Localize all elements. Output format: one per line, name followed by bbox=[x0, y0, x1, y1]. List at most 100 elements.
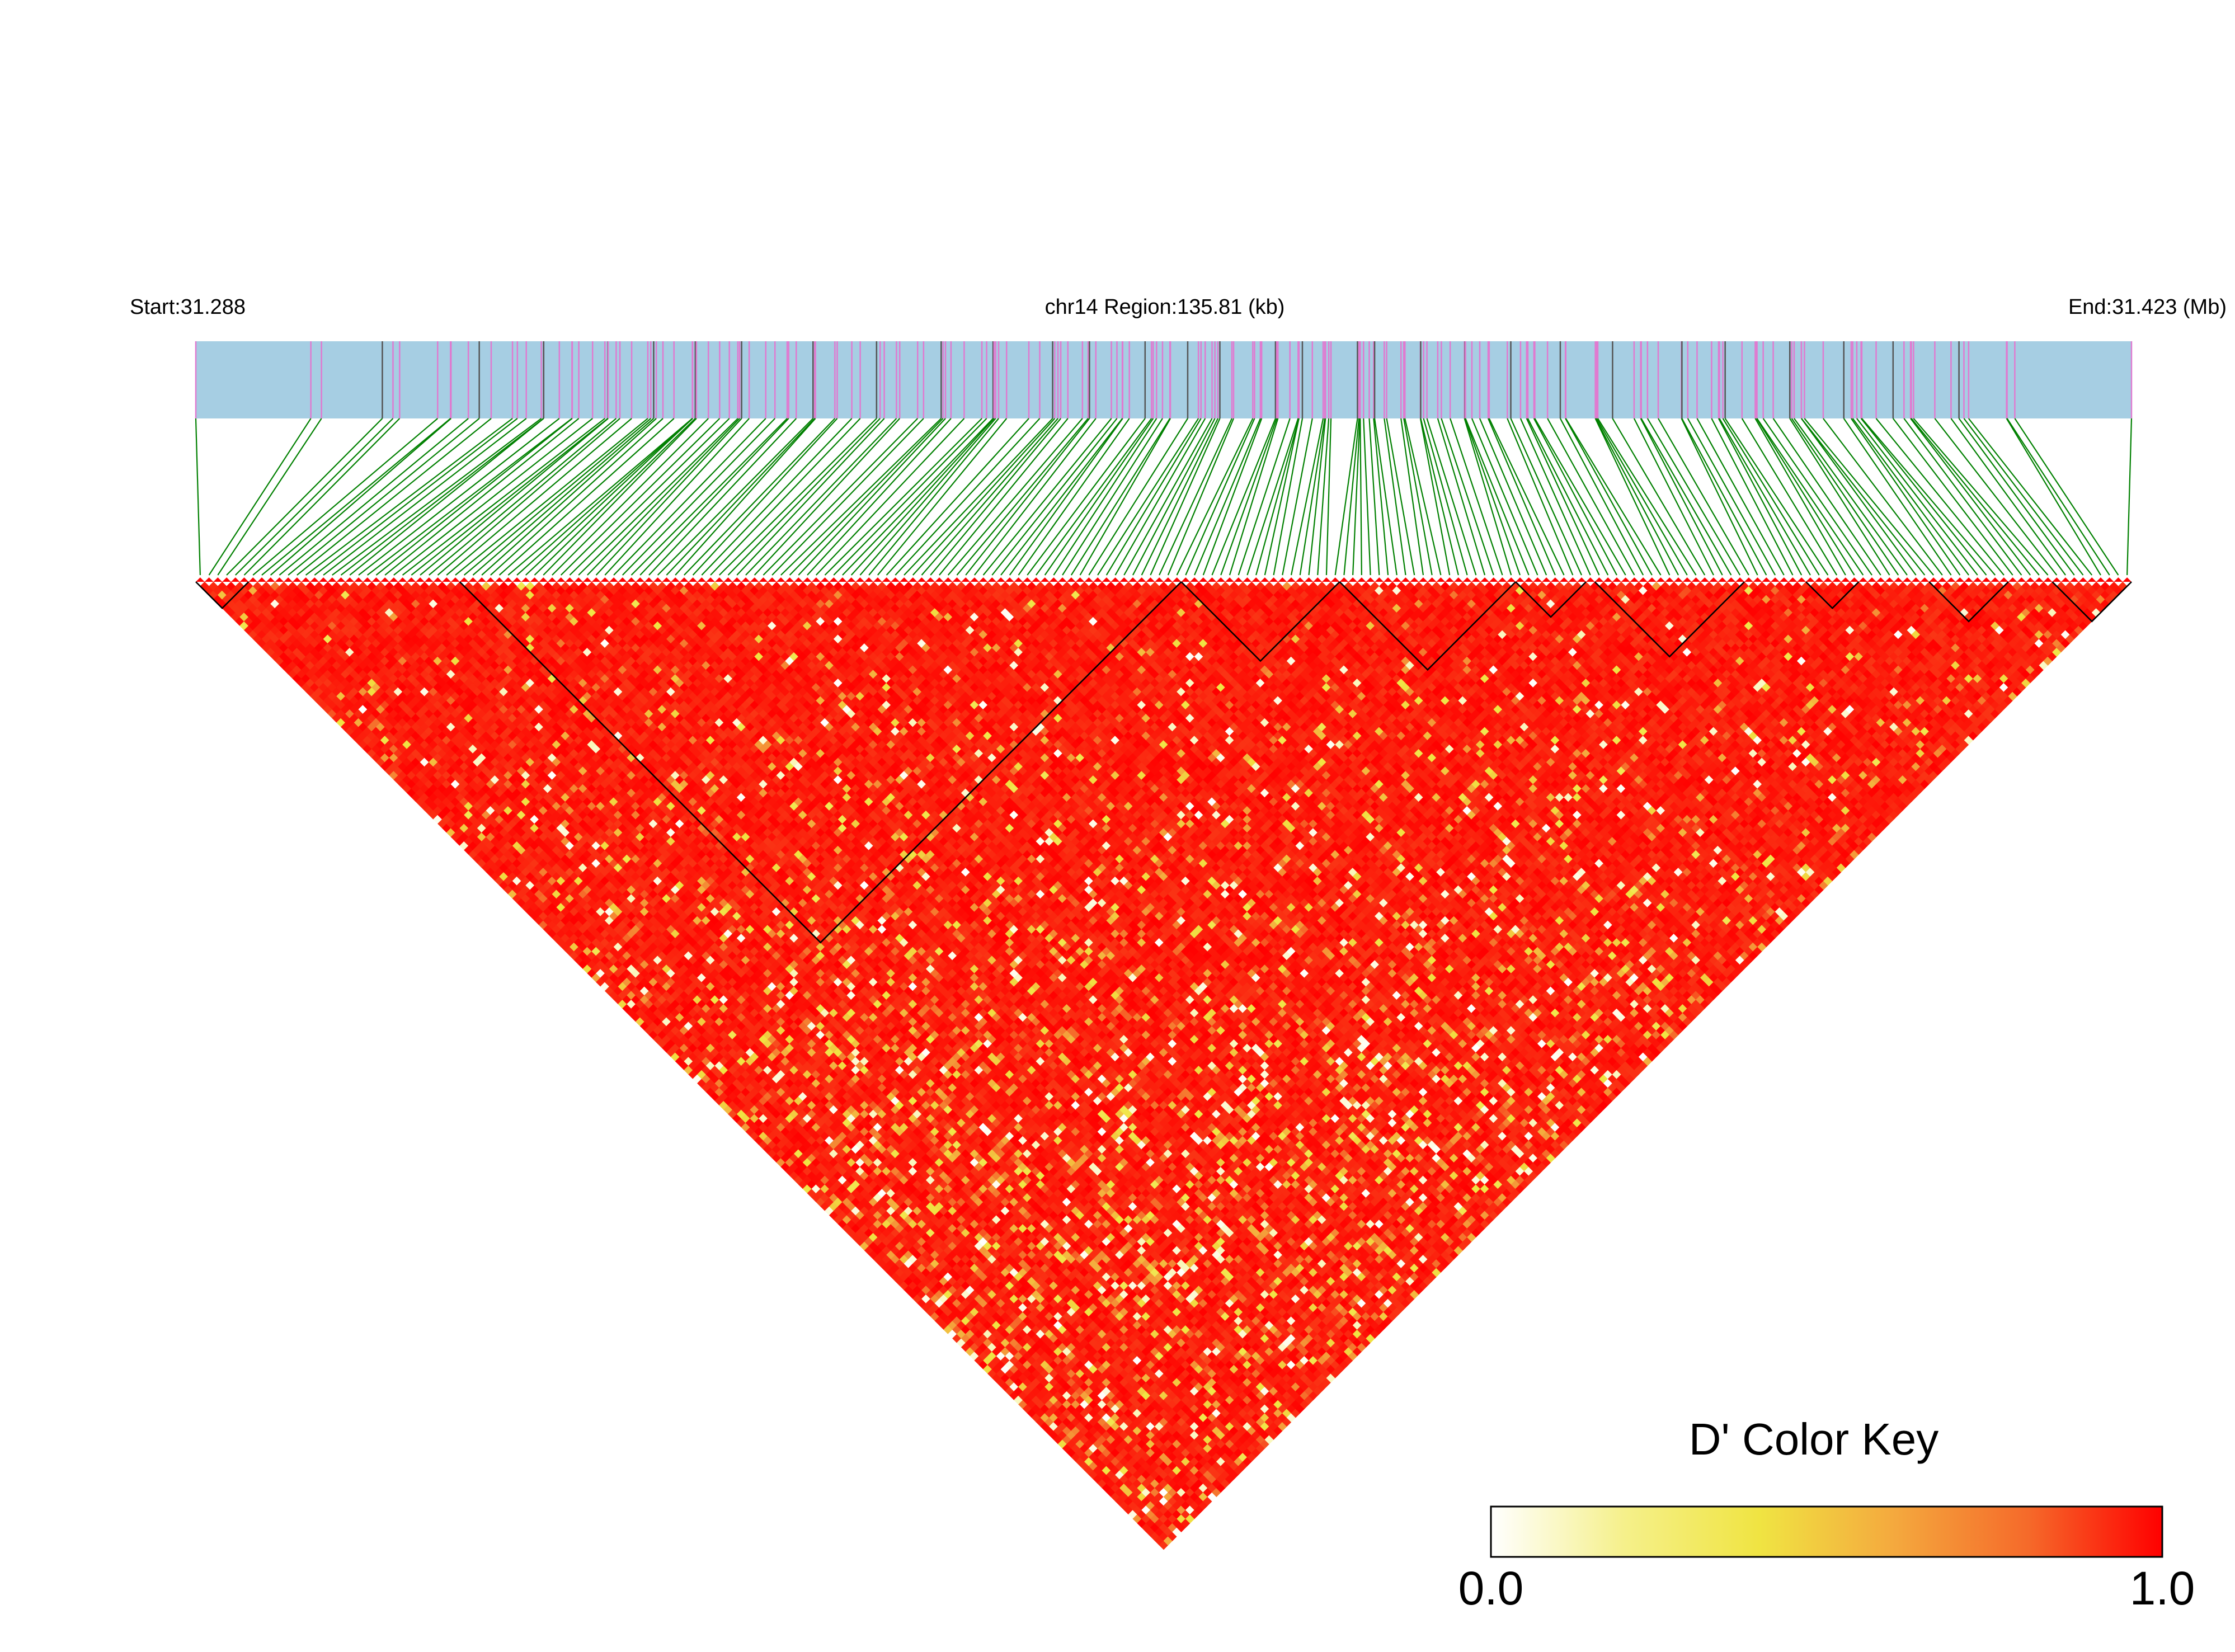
snp-connector bbox=[1963, 418, 2084, 576]
snp-connector bbox=[630, 418, 788, 576]
snp-connector bbox=[921, 418, 1058, 576]
snp-connector bbox=[490, 418, 664, 576]
snp-connector bbox=[1719, 418, 1811, 576]
snp-connector bbox=[1404, 418, 1442, 576]
snp-connector bbox=[789, 418, 944, 576]
snp-connector bbox=[1594, 418, 1671, 576]
snp-connector bbox=[1596, 418, 1688, 576]
snp-connector bbox=[525, 418, 693, 576]
snp-connector bbox=[481, 418, 657, 576]
snp-connector bbox=[1290, 418, 1324, 576]
snp-connector bbox=[1000, 418, 1123, 576]
snp-connector bbox=[1510, 418, 1583, 576]
snp-connector bbox=[692, 418, 838, 576]
snp-connector bbox=[763, 418, 919, 576]
snp-connector bbox=[578, 418, 738, 576]
snp-connector bbox=[1211, 418, 1276, 576]
snp-connector bbox=[842, 418, 994, 576]
snp-connector bbox=[859, 418, 996, 576]
snp-connector bbox=[1565, 418, 1662, 576]
snp-connector bbox=[1968, 418, 2093, 576]
snp-connector bbox=[850, 418, 995, 576]
snp-connector bbox=[1150, 418, 1221, 576]
snp-connector bbox=[1741, 418, 1838, 576]
snp-connector bbox=[1756, 418, 1864, 576]
snp-connector bbox=[956, 418, 1089, 576]
snp-connector bbox=[639, 418, 789, 576]
snp-connector bbox=[965, 418, 1090, 576]
snp-connector bbox=[1238, 418, 1291, 576]
snp-connector bbox=[1681, 418, 1767, 576]
snp-connector bbox=[1718, 418, 1803, 576]
snp-connector bbox=[455, 418, 648, 576]
snp-connector bbox=[1036, 418, 1152, 576]
snp-connector bbox=[982, 418, 1112, 576]
snp-connector bbox=[498, 418, 675, 576]
snp-connector bbox=[1343, 418, 1360, 576]
snp-connector bbox=[701, 418, 853, 576]
snp-connector bbox=[1400, 418, 1424, 576]
snp-connector bbox=[684, 418, 836, 576]
snp-connector bbox=[754, 418, 901, 576]
snp-connector bbox=[358, 418, 560, 576]
snp-connector bbox=[393, 418, 593, 576]
snp-connector bbox=[195, 418, 201, 576]
snp-connector bbox=[1911, 418, 2040, 576]
snp-connector bbox=[375, 418, 573, 576]
snp-connector bbox=[1426, 418, 1477, 576]
snp-connector bbox=[1229, 418, 1279, 576]
snp-connector bbox=[1519, 418, 1591, 576]
snp-connector bbox=[1612, 418, 1706, 576]
snp-connector bbox=[1892, 418, 2013, 576]
snp-connector bbox=[1282, 418, 1313, 576]
snp-connector bbox=[771, 418, 924, 576]
snp-connector bbox=[1273, 418, 1304, 576]
snp-connector bbox=[1762, 418, 1872, 576]
snp-connector bbox=[1317, 418, 1330, 576]
snp-connector bbox=[1794, 418, 1908, 576]
snp-connector bbox=[1789, 418, 1890, 576]
snp-connector bbox=[1851, 418, 1961, 576]
snp-connector bbox=[973, 418, 1097, 576]
snp-connector bbox=[877, 418, 1008, 576]
snp-connector bbox=[1534, 418, 1626, 576]
snp-connector bbox=[270, 418, 451, 576]
snp-connector bbox=[1325, 418, 1332, 576]
snp-connector bbox=[1526, 418, 1600, 576]
snp-connector bbox=[1696, 418, 1785, 576]
snp-connector bbox=[261, 418, 451, 576]
snp-connector bbox=[1640, 418, 1732, 576]
snp-connector bbox=[1597, 418, 1697, 576]
snp-connector bbox=[507, 418, 693, 576]
snp-connector bbox=[991, 418, 1118, 576]
snp-connector bbox=[1264, 418, 1300, 576]
snp-connector bbox=[1464, 418, 1512, 576]
snp-connector bbox=[1441, 418, 1494, 576]
snp-connector bbox=[349, 418, 544, 576]
snp-connector bbox=[2126, 418, 2133, 576]
snp-connector bbox=[1861, 418, 1996, 576]
snp-connector bbox=[1176, 418, 1254, 576]
snp-connector bbox=[323, 418, 527, 576]
snp-connector bbox=[279, 418, 469, 576]
snp-connector bbox=[340, 418, 544, 576]
snp-connector bbox=[657, 418, 814, 576]
snp-connector bbox=[1950, 418, 2066, 576]
snp-connector bbox=[552, 418, 709, 576]
snp-connector bbox=[895, 418, 1041, 576]
snp-connector bbox=[1255, 418, 1300, 576]
snp-connector bbox=[1791, 418, 1899, 576]
snp-connector bbox=[217, 418, 322, 576]
snp-connector bbox=[1687, 418, 1776, 576]
snp-connector bbox=[516, 418, 693, 576]
snp-connector bbox=[1595, 418, 1679, 576]
snp-connector bbox=[1202, 418, 1263, 576]
snp-connector bbox=[1479, 418, 1547, 576]
snp-connector bbox=[1359, 418, 1362, 576]
snp-connector bbox=[675, 418, 816, 576]
snp-connector bbox=[868, 418, 999, 576]
snp-connector bbox=[420, 418, 609, 576]
snp-connector bbox=[710, 418, 861, 576]
snp-connector bbox=[1722, 418, 1820, 576]
